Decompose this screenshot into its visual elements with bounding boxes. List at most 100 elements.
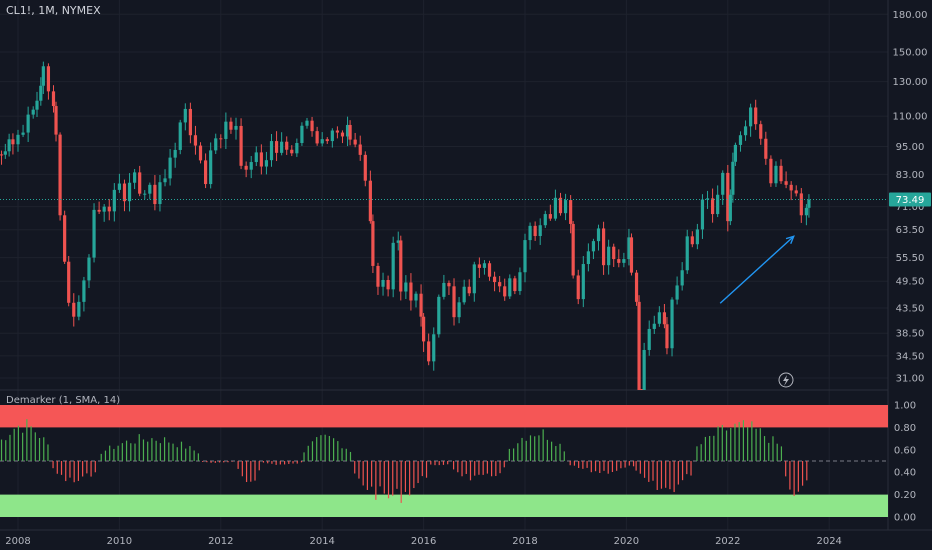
candle <box>738 131 743 152</box>
candle <box>178 119 182 155</box>
candle <box>498 276 502 293</box>
candle <box>381 272 385 296</box>
candle-body <box>11 139 15 145</box>
candle-body <box>617 259 621 263</box>
candle-body <box>54 106 58 135</box>
candle-body <box>492 276 497 283</box>
price-axis[interactable]: 31.00 34.50 38.50 43.50 49.50 55.50 63.50 71.00… <box>893 10 928 385</box>
candle-body <box>320 139 324 144</box>
candle <box>569 195 573 234</box>
candle-body <box>591 241 596 252</box>
candle-body <box>680 270 684 286</box>
indicator-title[interactable]: Demarker (1, SMA, 14) <box>6 395 121 406</box>
candle-body <box>39 85 43 101</box>
candle-body <box>427 341 431 362</box>
candle-body <box>183 108 187 123</box>
candle-body <box>487 263 492 277</box>
price-tick-label: 110.00 <box>893 112 928 123</box>
time-axis[interactable]: 2008 2010 2012 2014 2016 2018 2020 2022 2024 <box>5 536 842 547</box>
candle <box>642 342 646 390</box>
candle-body <box>209 150 213 185</box>
candle-body <box>794 190 798 194</box>
candle-body <box>7 139 11 152</box>
candle-body <box>467 286 471 294</box>
candle-body <box>518 272 522 292</box>
candle <box>553 189 558 221</box>
candle-body <box>596 228 601 242</box>
candle-body <box>652 323 656 329</box>
candle <box>244 161 248 178</box>
candle <box>452 278 456 326</box>
candle <box>82 276 86 312</box>
candle-body <box>143 193 147 195</box>
indicator-axis[interactable]: 0.00 0.20 0.40 0.60 0.80 1.00 <box>894 401 916 524</box>
candle <box>26 106 30 142</box>
price-tick-label: 150.00 <box>893 48 928 59</box>
candle-body <box>738 135 743 145</box>
candle-body <box>601 228 606 266</box>
candle <box>629 233 634 276</box>
candle <box>345 116 350 147</box>
candle-body <box>710 198 715 215</box>
candle <box>41 61 45 94</box>
chart-icons[interactable] <box>778 372 794 388</box>
candle <box>92 203 96 263</box>
candle <box>97 201 101 214</box>
candle-body <box>92 209 96 258</box>
candle-body <box>634 272 639 302</box>
candle-body <box>731 161 735 195</box>
price-candles <box>0 61 811 390</box>
arrow-line <box>719 235 795 304</box>
candle-body <box>107 206 111 212</box>
candle <box>102 204 106 222</box>
candle-body <box>148 184 152 194</box>
price-tick-label: 63.50 <box>896 225 925 236</box>
candle <box>779 159 783 184</box>
demarker-bands <box>0 405 888 517</box>
candle-body <box>472 264 476 294</box>
candle <box>203 153 208 189</box>
candle <box>807 194 811 218</box>
candle-body <box>548 214 552 219</box>
candle-body <box>269 141 274 161</box>
candle-body <box>503 286 507 297</box>
time-tick-label: 2020 <box>614 536 639 547</box>
candle-body <box>21 132 25 135</box>
time-tick-label: 2024 <box>816 536 841 547</box>
candle-body <box>3 151 7 155</box>
candle <box>58 132 62 221</box>
candle <box>183 103 187 131</box>
candle-body <box>310 120 314 132</box>
candle-body <box>743 126 748 136</box>
candle <box>348 120 352 146</box>
candle <box>310 116 314 137</box>
candle-body <box>452 286 456 318</box>
candle-body <box>769 158 773 184</box>
candle-body <box>41 66 45 86</box>
symbol-title[interactable]: CL1!, 1M, NYMEX <box>6 4 101 17</box>
candle <box>234 117 238 140</box>
candle-body <box>168 157 172 179</box>
price-tick-label: 180.00 <box>893 10 928 21</box>
candle <box>51 85 56 113</box>
price-tick-label: 38.50 <box>896 329 925 340</box>
candle <box>764 131 768 165</box>
candle <box>54 101 58 142</box>
candle <box>665 317 669 355</box>
candle-body <box>665 324 669 349</box>
candle-body <box>77 301 81 317</box>
candle-body <box>35 100 39 110</box>
candle-body <box>508 278 512 297</box>
candle <box>254 146 258 167</box>
candle-body <box>721 172 725 195</box>
overbought-band <box>0 405 888 428</box>
candle <box>249 155 253 179</box>
candle-body <box>330 130 334 142</box>
candle <box>368 170 372 224</box>
candle-body <box>576 275 580 300</box>
candle <box>122 179 127 212</box>
candle <box>670 297 674 357</box>
trend-arrow[interactable] <box>719 235 795 304</box>
candle-body <box>558 197 563 214</box>
candle <box>353 132 357 148</box>
